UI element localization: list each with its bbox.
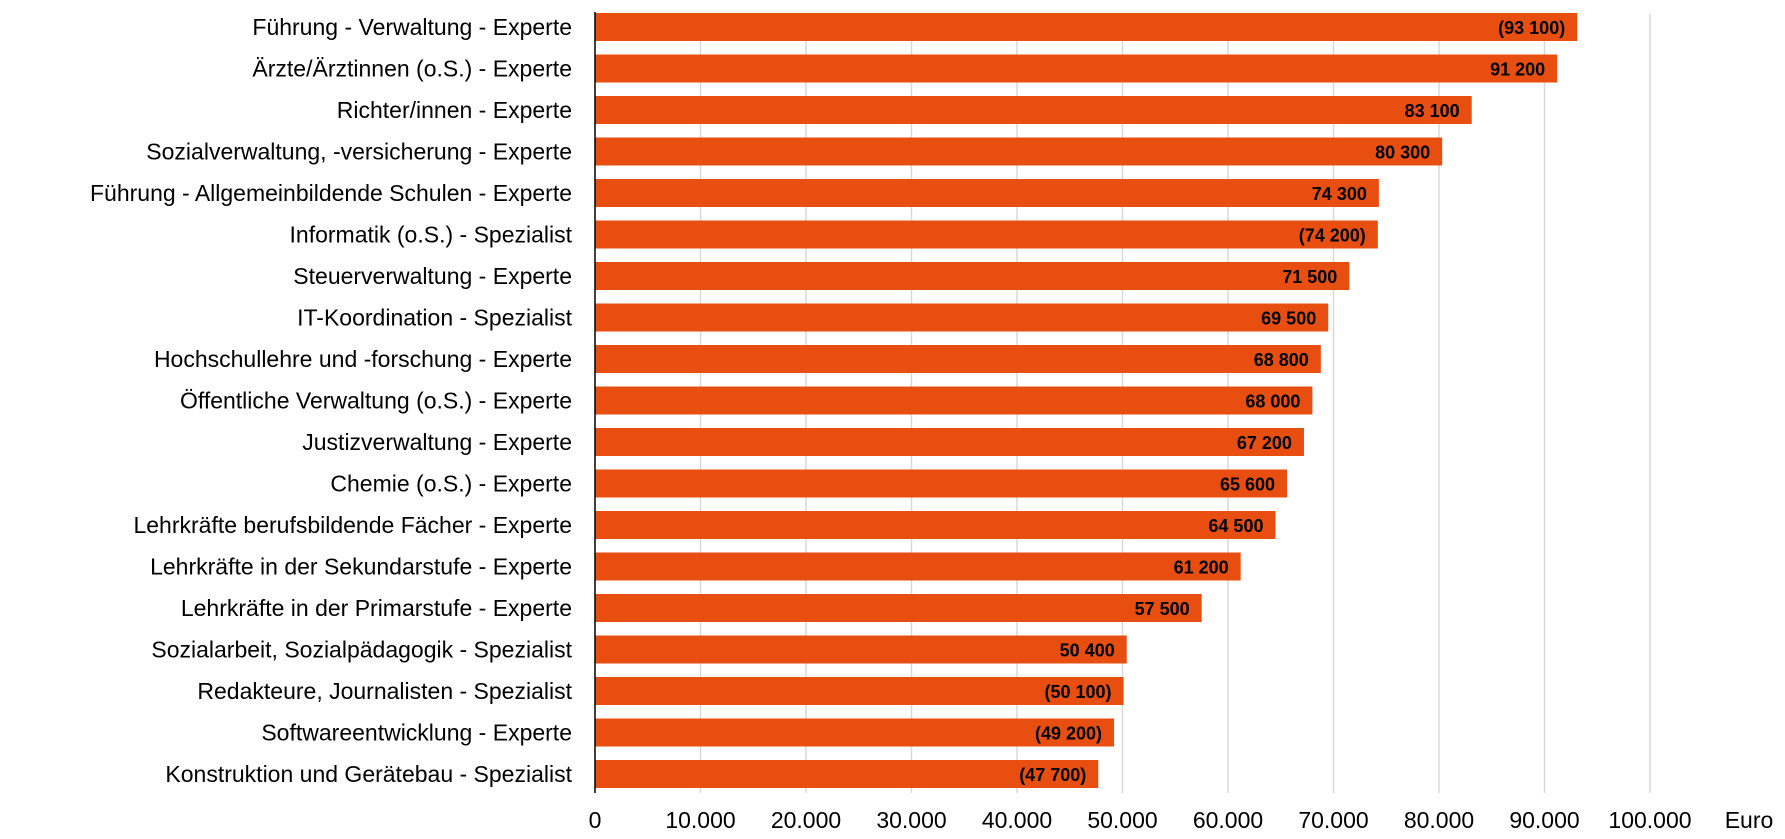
bar — [595, 635, 1127, 664]
bar — [595, 386, 1313, 415]
bar — [595, 760, 1099, 788]
data-label: 65 600 — [1220, 475, 1275, 495]
bar — [595, 718, 1115, 747]
bar — [595, 96, 1472, 124]
category-label: Lehrkräfte in der Primarstufe - Experte — [181, 595, 572, 621]
data-label: 57 500 — [1135, 599, 1190, 619]
category-label: Ärzte/Ärztinnen (o.S.) - Experte — [252, 56, 572, 82]
category-label: Lehrkräfte berufsbildende Fächer - Exper… — [133, 512, 572, 538]
category-label: Führung - Verwaltung - Experte — [252, 14, 572, 40]
category-label: Sozialarbeit, Sozialpädagogik - Speziali… — [151, 637, 572, 663]
x-tick-label: 0 — [589, 807, 602, 833]
category-label: Softwareentwicklung - Experte — [261, 720, 572, 746]
bar — [595, 594, 1202, 622]
category-label: Richter/innen - Experte — [337, 97, 572, 123]
x-tick-label: 40.000 — [982, 807, 1052, 833]
data-label: 83 100 — [1405, 101, 1460, 121]
data-label: 50 400 — [1060, 641, 1115, 661]
data-label: 69 500 — [1261, 309, 1316, 329]
category-label: Chemie (o.S.) - Experte — [330, 471, 572, 497]
category-label: Lehrkräfte in der Sekundarstufe - Expert… — [150, 554, 572, 580]
bar — [595, 511, 1276, 539]
data-label: (47 700) — [1019, 765, 1086, 785]
x-tick-label: 80.000 — [1404, 807, 1474, 833]
category-label: Redakteure, Journalisten - Spezialist — [197, 678, 572, 704]
x-tick-label: 20.000 — [771, 807, 841, 833]
bars — [595, 13, 1578, 788]
bar — [595, 54, 1558, 83]
data-label: (49 200) — [1035, 724, 1102, 744]
category-label: Führung - Allgemeinbildende Schulen - Ex… — [90, 180, 572, 206]
category-labels: Führung - Verwaltung - Experte Ärzte/Ärzt… — [90, 14, 573, 787]
data-label: 91 200 — [1490, 60, 1545, 80]
bar — [595, 552, 1241, 581]
data-label: (50 100) — [1045, 682, 1112, 702]
data-label: (74 200) — [1299, 226, 1366, 246]
x-tick-label: 90.000 — [1509, 807, 1579, 833]
bar — [595, 137, 1443, 166]
data-label: 74 300 — [1312, 184, 1367, 204]
bar — [595, 303, 1329, 332]
data-label: 71 500 — [1282, 267, 1337, 287]
category-label: Hochschullehre und -forschung - Experte — [154, 346, 572, 372]
bar — [595, 428, 1304, 456]
data-label: 68 000 — [1245, 392, 1300, 412]
data-label: 61 200 — [1174, 558, 1229, 578]
category-label: Informatik (o.S.) - Spezialist — [290, 222, 573, 248]
bar — [595, 469, 1288, 498]
data-label: 64 500 — [1208, 516, 1263, 536]
x-axis-unit-label: Euro — [1725, 807, 1774, 833]
bar — [595, 220, 1378, 249]
x-tick-label: 30.000 — [876, 807, 946, 833]
data-label: 80 300 — [1375, 143, 1430, 163]
x-axis-tick-labels: 0 10.000 20.000 30.000 40.000 50.000 60.000 70.… — [589, 807, 1692, 833]
x-tick-label: 50.000 — [1087, 807, 1157, 833]
category-label: Sozialverwaltung, -versicherung - Expert… — [146, 139, 572, 165]
bar — [595, 345, 1321, 373]
bar — [595, 262, 1350, 290]
category-label: IT-Koordination - Spezialist — [297, 305, 572, 331]
bar — [595, 677, 1124, 705]
category-label: Steuerverwaltung - Experte — [293, 263, 572, 289]
data-labels: (93 100) 91 200 83 100 80 300 74 300 (74 200)… — [1019, 18, 1565, 785]
bar — [595, 179, 1379, 207]
data-label: 68 800 — [1254, 350, 1309, 370]
x-tick-label: 70.000 — [1298, 807, 1368, 833]
x-tick-label: 100.000 — [1608, 807, 1691, 833]
bar — [595, 13, 1578, 41]
x-tick-label: 10.000 — [665, 807, 735, 833]
category-label: Justizverwaltung - Experte — [302, 429, 572, 455]
data-label: (93 100) — [1498, 18, 1565, 38]
x-tick-label: 60.000 — [1193, 807, 1263, 833]
data-label: 67 200 — [1237, 433, 1292, 453]
category-label: Öffentliche Verwaltung (o.S.) - Experte — [180, 388, 572, 414]
category-label: Konstruktion und Gerätebau - Spezialist — [165, 761, 572, 787]
